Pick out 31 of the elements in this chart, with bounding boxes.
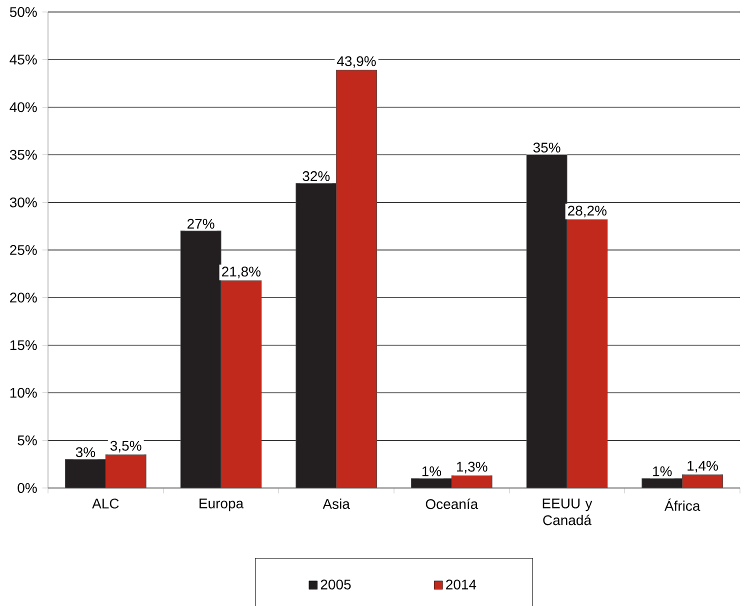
y-tick-label: 35% [10, 150, 37, 160]
y-tick-label: 30% [10, 197, 37, 208]
y-tick-label: 0% [18, 483, 37, 493]
y-tick-label: 45% [10, 54, 37, 65]
data-label: 1% [653, 466, 672, 476]
x-tick-label: Oceanía [426, 498, 478, 510]
x-tick-label: EEUU y Canadá [542, 498, 592, 526]
data-label: 1,3% [456, 462, 488, 474]
x-tick-label: Europa [200, 498, 244, 512]
data-label: 27% [188, 218, 214, 229]
legend-label: 2014 [446, 580, 476, 590]
y-tick-label: 25% [10, 245, 37, 255]
data-label: 32% [302, 171, 330, 182]
data-label: 43,9% [336, 56, 376, 68]
y-tick-label: 5% [18, 435, 37, 446]
y-tick-label: 10% [10, 388, 37, 398]
x-tick-label: ALC [92, 498, 119, 509]
y-tick-label: 15% [10, 340, 37, 350]
data-label: 3,5% [110, 440, 142, 452]
x-tick-label: África [664, 498, 700, 511]
y-tick-label: 40% [10, 102, 37, 112]
y-tick-label: 50% [10, 7, 37, 17]
data-label: 28,2% [568, 206, 607, 218]
data-label: 1,4% [688, 460, 718, 472]
data-label: 1% [422, 466, 442, 476]
data-label: 35% [533, 142, 560, 153]
data-label: 21,8% [222, 266, 261, 278]
legend-label: 2005 [320, 580, 351, 590]
data-label: 3% [76, 447, 96, 458]
x-tick-label: Asia [322, 498, 350, 509]
y-tick-label: 20% [10, 292, 37, 303]
